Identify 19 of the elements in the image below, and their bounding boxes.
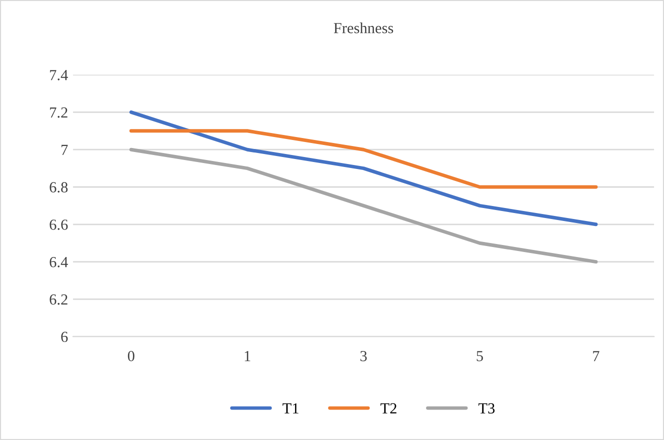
legend-label: T2 [380, 403, 396, 414]
x-tick-label: 5 [476, 351, 483, 362]
y-tick-label: 6 [61, 332, 68, 342]
y-tick-label: 7 [62, 144, 68, 155]
y-tick-label: 7.4 [50, 70, 68, 80]
x-tick-label: 1 [244, 351, 250, 362]
x-tick-label: 0 [128, 350, 134, 362]
x-tick-label: 3 [360, 350, 367, 362]
y-tick-label: 7.2 [50, 107, 68, 118]
legend-label: T3 [478, 403, 495, 414]
line-series [129, 148, 598, 264]
x-tick-label: 7 [593, 351, 600, 362]
line-series [129, 110, 598, 226]
legend-label: T1 [282, 403, 298, 414]
y-tick-label: 6.4 [50, 256, 68, 268]
y-tick-label: 6.8 [50, 182, 68, 193]
y-tick-label: 6.2 [50, 294, 68, 305]
chart-title: Freshness [334, 22, 394, 34]
y-tick-label: 6.6 [50, 220, 68, 230]
